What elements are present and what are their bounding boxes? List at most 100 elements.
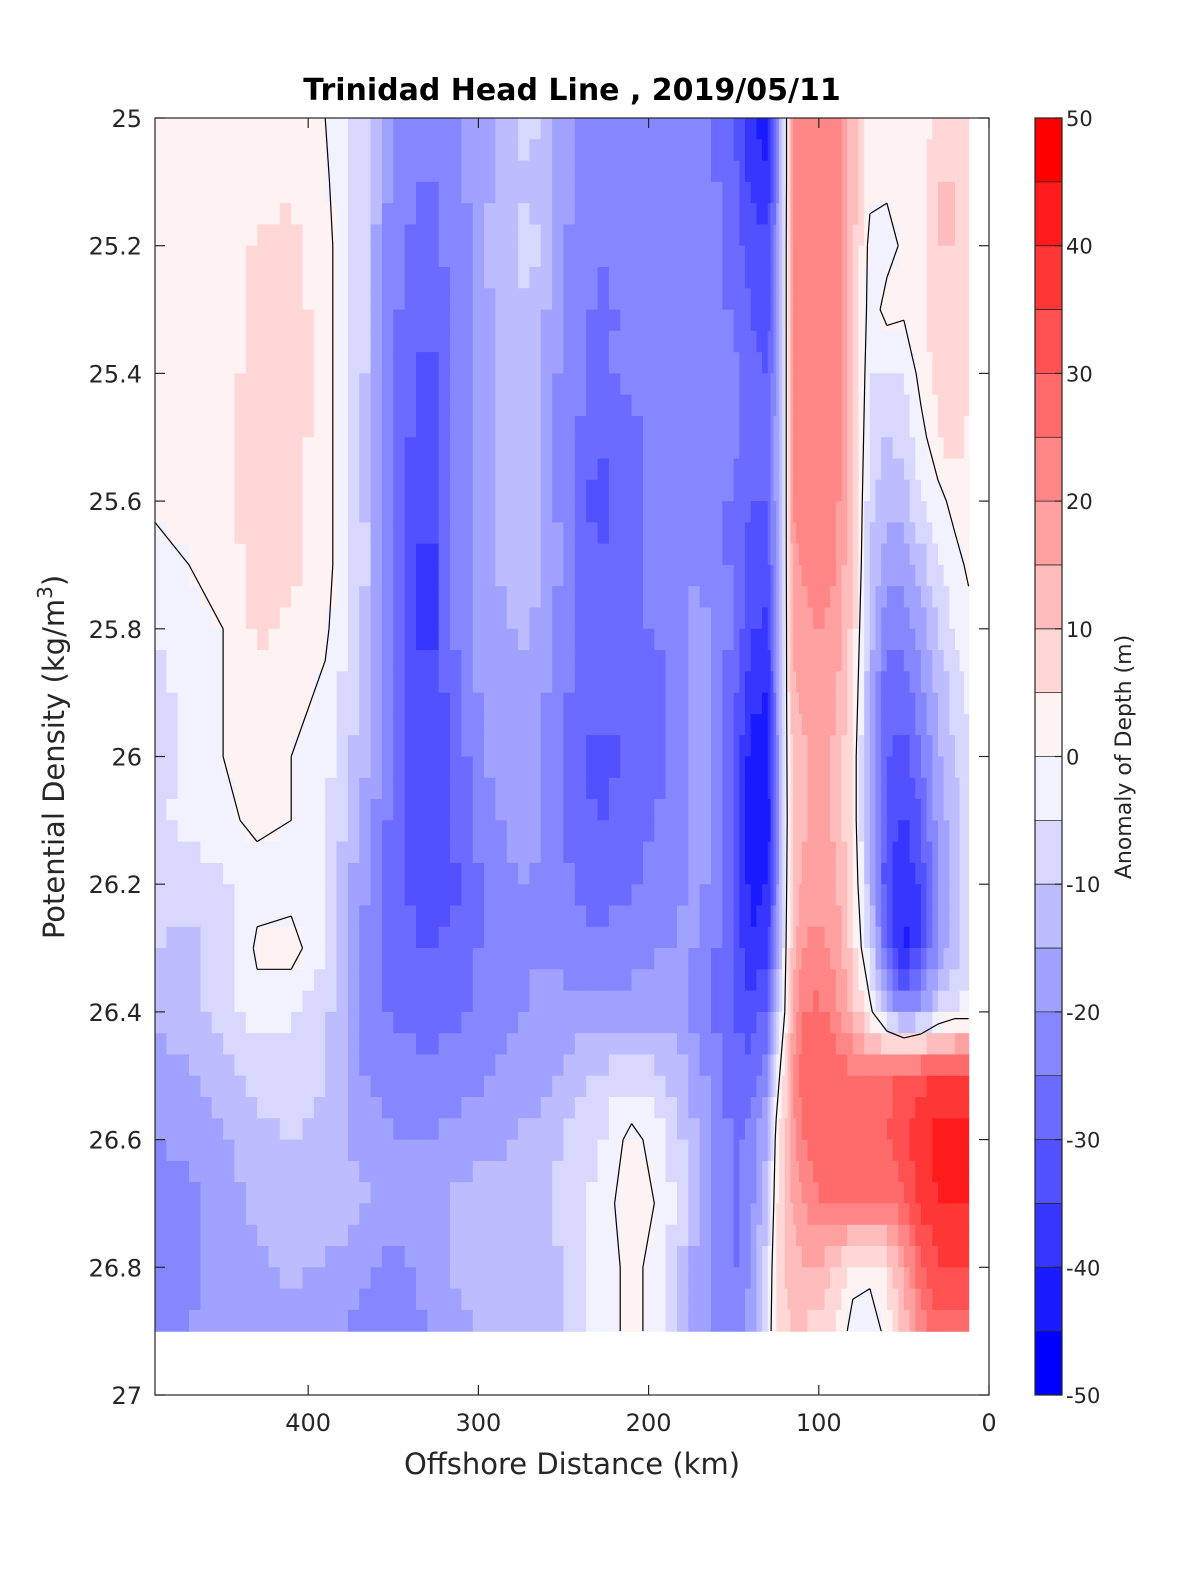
contour-cell xyxy=(574,905,587,928)
contour-cell xyxy=(257,1139,270,1162)
contour-cell xyxy=(711,1118,723,1141)
contour-cell xyxy=(484,330,497,353)
contour-cell xyxy=(302,799,315,821)
contour-cell xyxy=(762,650,769,672)
contour-cell xyxy=(404,862,417,885)
contour-cell xyxy=(370,650,383,672)
contour-cell xyxy=(954,650,961,672)
contour-cell xyxy=(608,692,621,715)
contour-cell xyxy=(864,820,871,843)
contour-cell xyxy=(964,650,970,672)
contour-cell xyxy=(688,224,701,247)
contour-cell xyxy=(325,990,338,1013)
contour-cell xyxy=(869,820,877,843)
contour-cell xyxy=(370,394,383,417)
contour-cell xyxy=(954,735,961,758)
contour-cell xyxy=(529,564,542,587)
contour-cell xyxy=(959,607,965,630)
contour-cell xyxy=(858,735,865,758)
contour-cell xyxy=(177,224,190,247)
contour-cell xyxy=(427,713,440,736)
contour-cell xyxy=(155,1054,167,1077)
contour-cell xyxy=(529,394,542,417)
contour-cell xyxy=(484,288,497,311)
contour-cell xyxy=(937,607,945,630)
contour-cell xyxy=(347,160,360,183)
contour-cell xyxy=(177,160,190,183)
contour-cell xyxy=(325,628,338,651)
contour-cell xyxy=(852,309,860,332)
contour-cell xyxy=(676,501,689,523)
contour-cell xyxy=(608,820,621,843)
contour-cell xyxy=(415,1097,428,1119)
contour-cell xyxy=(835,990,843,1013)
contour-cell xyxy=(472,501,485,523)
contour-cell xyxy=(801,564,809,587)
contour-cell xyxy=(155,777,167,800)
contour-cell xyxy=(796,394,800,417)
contour-cell xyxy=(722,203,735,226)
contour-cell xyxy=(211,692,224,715)
contour-cell xyxy=(211,820,224,843)
contour-cell xyxy=(932,1097,939,1119)
contour-cell xyxy=(733,586,740,609)
contour-cell xyxy=(325,756,338,779)
contour-cell xyxy=(699,990,712,1013)
contour-cell xyxy=(937,266,945,289)
contour-cell xyxy=(796,203,800,226)
contour-cell xyxy=(189,522,201,545)
contour-cell xyxy=(767,1139,772,1162)
contour-cell xyxy=(518,373,531,396)
contour-cell xyxy=(393,288,406,311)
contour-cell xyxy=(223,948,236,970)
contour-cell xyxy=(450,607,462,630)
contour-cell xyxy=(773,415,777,438)
contour-cell xyxy=(964,1033,970,1056)
contour-cell xyxy=(518,671,531,694)
contour-cell xyxy=(926,1075,933,1098)
contour-cell xyxy=(370,1075,383,1098)
contour-cell xyxy=(552,266,565,289)
contour-cell xyxy=(438,288,451,311)
contour-cell xyxy=(223,756,236,779)
contour-cell xyxy=(688,607,701,630)
contour-cell xyxy=(784,1160,789,1183)
contour-cell xyxy=(787,820,792,843)
contour-cell xyxy=(787,650,792,672)
contour-cell xyxy=(336,1139,349,1162)
contour-cell xyxy=(756,415,763,438)
contour-cell xyxy=(964,756,970,779)
contour-cell xyxy=(898,415,905,438)
contour-cell xyxy=(959,969,965,992)
contour-cell xyxy=(881,1097,888,1119)
contour-cell xyxy=(189,373,201,396)
contour-cell xyxy=(518,224,531,247)
contour-cell xyxy=(932,309,939,332)
contour-cell xyxy=(234,777,247,800)
contour-cell xyxy=(450,735,462,758)
contour-cell xyxy=(223,181,236,204)
contour-cell xyxy=(920,1097,928,1119)
contour-cell xyxy=(189,245,201,268)
contour-cell xyxy=(943,650,950,672)
contour-cell xyxy=(711,1160,723,1183)
contour-cell xyxy=(574,352,587,374)
contour-cell xyxy=(807,692,814,715)
contour-cell xyxy=(847,713,854,736)
contour-cell xyxy=(620,479,633,502)
contour-cell xyxy=(540,628,553,651)
contour-cell xyxy=(847,564,854,587)
contour-cell xyxy=(313,522,326,545)
contour-cell xyxy=(699,777,712,800)
contour-cell xyxy=(776,1054,780,1077)
contour-cell xyxy=(302,607,315,630)
contour-cell xyxy=(574,1011,587,1034)
contour-cell xyxy=(597,884,610,907)
contour-cell xyxy=(830,735,837,758)
contour-cell xyxy=(915,458,922,481)
contour-cell xyxy=(245,352,258,374)
contour-cell xyxy=(495,352,508,374)
contour-cell xyxy=(852,990,860,1013)
contour-cell xyxy=(824,1182,831,1205)
contour-cell xyxy=(291,160,304,183)
